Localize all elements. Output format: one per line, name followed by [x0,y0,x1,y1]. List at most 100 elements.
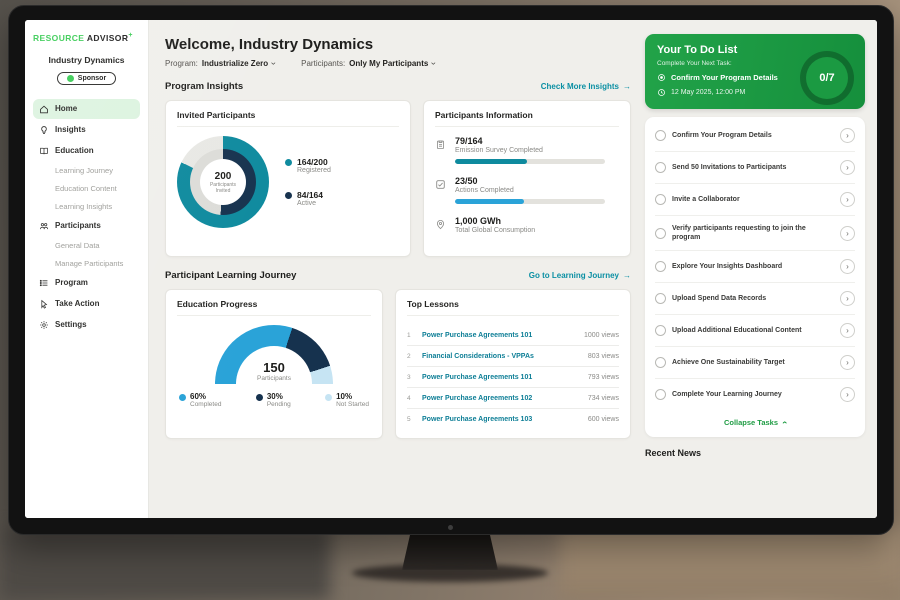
checkbox-icon[interactable] [655,389,666,401]
lesson-link[interactable]: Power Purchase Agreements 101 [422,331,533,339]
lightbulb-icon [39,125,49,135]
content-area: Welcome, Industry Dynamics Program: Indu… [149,20,877,518]
task-due-date: 12 May 2025, 12:00 PM [657,88,853,97]
checkbox-icon[interactable] [655,261,666,273]
donut-legend: 164/200 Registered 84/164 Active [285,157,331,207]
arrow-right-icon: → [623,271,631,280]
program-filter[interactable]: Program: Industrialize Zero › [165,59,280,68]
chevron-right-icon[interactable]: › [840,160,855,175]
chevron-right-icon[interactable]: › [840,387,855,403]
list-icon [39,278,49,288]
lesson-row: 5 Power Purchase Agreements 103 600 view… [407,415,619,423]
app-logo[interactable]: RESOURCE ADVISOR+ [33,32,140,43]
page-title: Welcome, Industry Dynamics [165,36,374,53]
gauge-center: 150 Participants [257,360,291,382]
check-icon [435,176,447,204]
program-insights-header: Program Insights Check More Insights → [165,81,631,92]
learning-journey-header: Participant Learning Journey Go to Learn… [165,270,631,281]
checkbox-icon[interactable] [655,227,666,239]
section-title-program-insights: Program Insights [165,81,244,92]
participants-filter-label: Participants: [301,59,346,68]
checkbox-icon[interactable] [655,357,666,369]
legend-item: 60% Completed [179,392,221,408]
book-icon [39,146,49,156]
sidebar-item-insights[interactable]: Insights [33,120,140,140]
sidebar-item-education-content[interactable]: Education Content [55,183,117,193]
participants-filter-value: Only My Participants [349,59,429,68]
lesson-row: 3 Power Purchase Agreements 101 793 view… [407,367,619,388]
participants-filter[interactable]: Participants: Only My Participants › [301,59,440,68]
logo-advisor: ADVISOR [86,32,129,43]
chevron-right-icon[interactable]: › [840,225,855,241]
main-content: Welcome, Industry Dynamics Program: Indu… [149,20,645,518]
sidebar-item-learning-journey[interactable]: Learning Journey [55,165,113,175]
card-title: Top Lessons [407,299,619,316]
checkbox-icon[interactable] [655,194,666,205]
monitor-stand-base [352,564,548,582]
sidebar-item-program[interactable]: Program [33,273,140,293]
lesson-link[interactable]: Financial Considerations - VPPAs [422,352,534,360]
education-progress-card: Education Progress 150 Participants [165,289,383,439]
learning-journey-cards: Education Progress 150 Participants [165,289,631,439]
checkbox-icon[interactable] [655,162,666,173]
lesson-link[interactable]: Power Purchase Agreements 101 [422,373,533,381]
home-icon [39,104,49,114]
chevron-right-icon[interactable]: › [840,192,855,207]
go-to-learning-journey-link[interactable]: Go to Learning Journey → [528,271,631,280]
sidebar-item-home[interactable]: Home [33,98,140,119]
chevron-right-icon[interactable]: › [840,323,855,339]
sidebar-item-take-action[interactable]: Take Action [33,294,140,314]
check-more-insights-link[interactable]: Check More Insights → [540,82,631,91]
lesson-row: 2 Financial Considerations - VPPAs 803 v… [407,346,619,367]
sidebar-item-settings[interactable]: Settings [33,315,140,335]
todo-subtitle: Complete Your Next Task: [657,60,732,67]
todo-card: Your To Do List Complete Your Next Task:… [645,34,865,109]
sidebar-item-manage-participants[interactable]: Manage Participants [55,258,124,268]
checkbox-icon[interactable] [655,293,666,305]
card-title: Invited Participants [177,110,399,127]
task-item[interactable]: Send 50 Invitations to Participants › [655,152,855,184]
gear-icon [39,320,49,330]
checkbox-icon[interactable] [655,130,666,141]
task-item[interactable]: Achieve One Sustainability Target › [655,347,855,380]
task-item[interactable]: Upload Additional Educational Content › [655,315,855,348]
org-name: Industry Dynamics [48,54,125,65]
task-item[interactable]: Explore Your Insights Dashboard › [655,251,855,284]
checkbox-icon[interactable] [655,325,666,337]
task-item[interactable]: Verify participants requesting to join t… [655,216,855,252]
sponsor-label: Sponsor [77,74,107,82]
chevron-right-icon[interactable]: › [840,259,855,275]
sidebar-item-education[interactable]: Education [33,141,140,161]
legend-dot-pending [255,394,263,401]
top-lessons-card: Top Lessons 1 Power Purchase Agreements … [395,289,631,439]
stat-actions-completed: 23/50 Actions Completed [435,176,619,204]
card-title: Education Progress [177,299,371,316]
clipboard-icon [435,136,447,164]
chevron-right-icon[interactable]: › [840,291,855,307]
chevron-right-icon[interactable]: › [840,355,855,371]
collapse-tasks-link[interactable]: Collapse Tasks › [723,418,790,428]
sponsor-badge: Sponsor [56,71,117,85]
chevron-down-icon: › [269,62,280,65]
task-item[interactable]: Complete Your Learning Journey › [655,379,855,410]
todo-panel: Your To Do List Complete Your Next Task:… [645,20,877,518]
monitor-logo [448,525,453,530]
sidebar-item-general-data[interactable]: General Data [55,240,100,250]
sidebar-item-learning-insights[interactable]: Learning Insights [55,201,113,211]
donut-center: 200 Participants Invited [200,159,246,205]
legend-dot-active [285,192,292,199]
sidebar-item-participants[interactable]: Participants [33,216,140,236]
actions-completed-progressbar [455,199,605,204]
chevron-down-icon: › [429,62,440,65]
logo-resource: RESOURCE [33,32,85,43]
next-task[interactable]: Confirm Your Program Details [657,73,853,82]
task-item[interactable]: Upload Spend Data Records › [655,283,855,316]
chevron-right-icon[interactable]: › [840,128,855,143]
lesson-link[interactable]: Power Purchase Agreements 102 [422,394,533,402]
gauge-legend: 60% Completed 30% Pending [177,392,371,408]
task-item[interactable]: Confirm Your Program Details › [655,120,855,152]
task-item[interactable]: Invite a Collaborator › [655,184,855,216]
program-filter-value: Industrialize Zero [201,59,269,68]
lesson-link[interactable]: Power Purchase Agreements 103 [422,415,533,423]
